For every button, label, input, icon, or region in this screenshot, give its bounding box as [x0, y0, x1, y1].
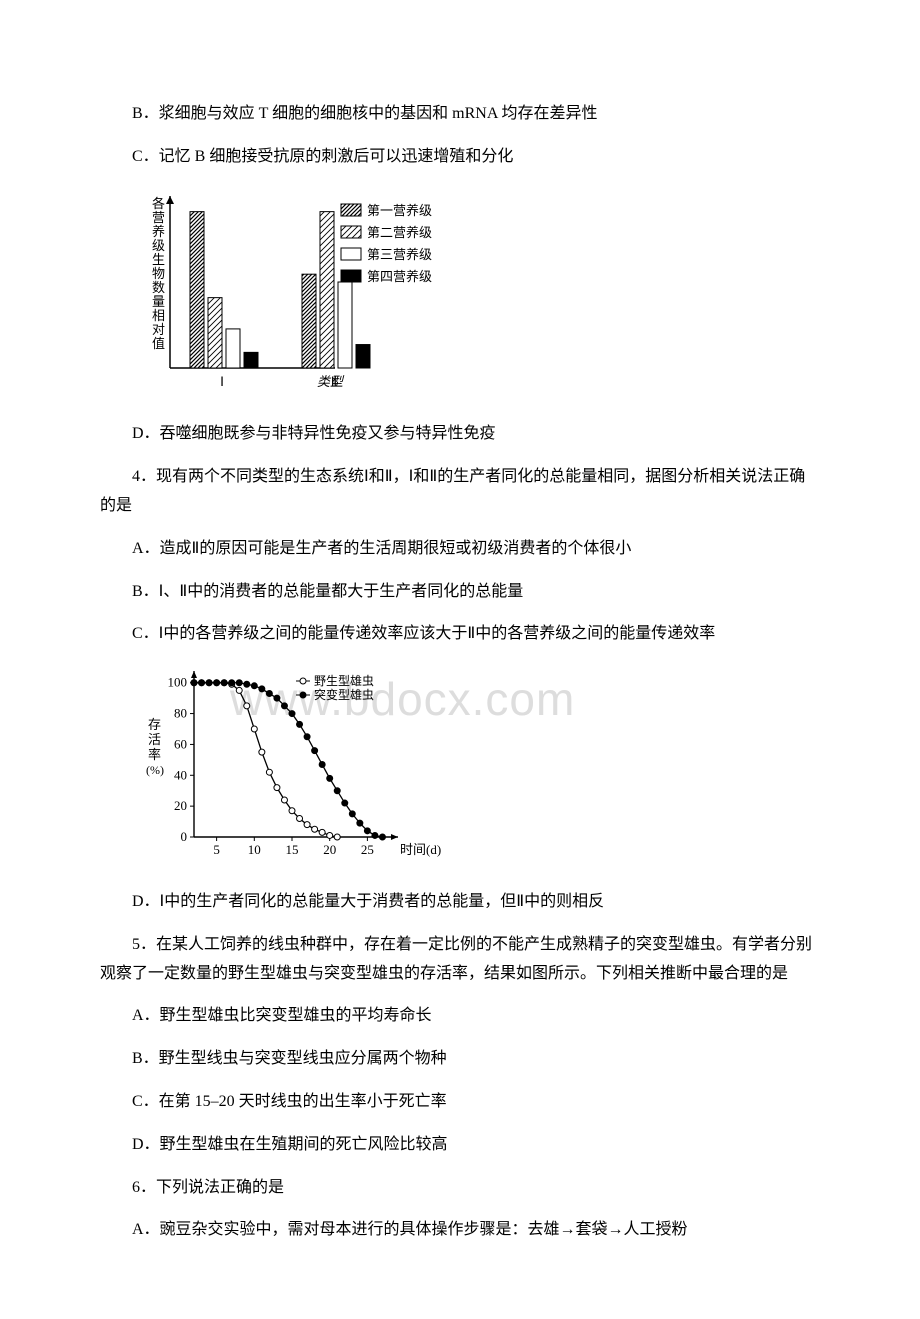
svg-text:60: 60	[174, 737, 187, 752]
q4-option-c: C．Ⅰ中的各营养级之间的能量传递效率应该大于Ⅱ中的各营养级之间的能量传递效率	[100, 620, 820, 649]
question-4: 4．现有两个不同类型的生态系统Ⅰ和Ⅱ，Ⅰ和Ⅱ的生产者同化的总能量相同，据图分析相…	[100, 463, 820, 521]
svg-text:数: 数	[152, 280, 165, 295]
svg-text:类型: 类型	[317, 374, 345, 389]
svg-text:相: 相	[152, 308, 165, 323]
bar-chart-svg: 各营养级生物数量相对值ⅠⅡ类型第一营养级第二营养级第三营养级第四营养级	[140, 186, 480, 396]
bar-chart-figure: 各营养级生物数量相对值ⅠⅡ类型第一营养级第二营养级第三营养级第四营养级	[140, 186, 820, 407]
svg-text:20: 20	[174, 798, 187, 813]
svg-text:值: 值	[152, 336, 165, 351]
svg-text:第四营养级: 第四营养级	[367, 269, 432, 284]
svg-text:0: 0	[181, 829, 188, 844]
svg-text:25: 25	[361, 842, 374, 857]
option-b: B．浆细胞与效应 T 细胞的细胞核中的基因和 mRNA 均存在差异性	[100, 100, 820, 129]
svg-text:时间(d): 时间(d)	[400, 842, 441, 857]
svg-text:生: 生	[152, 252, 165, 267]
svg-text:10: 10	[248, 842, 261, 857]
svg-text:活: 活	[148, 732, 161, 747]
q4-option-a: A．造成Ⅱ的原因可能是生产者的生活周期很短或初级消费者的个体很小	[100, 535, 820, 564]
q5-option-c: C．在第 15–20 天时线虫的出生率小于死亡率	[100, 1088, 820, 1117]
svg-text:突变型雄虫: 突变型雄虫	[314, 687, 374, 702]
svg-text:40: 40	[174, 767, 187, 782]
question-6: 6．下列说法正确的是	[100, 1174, 820, 1203]
svg-text:(%): (%)	[146, 763, 164, 777]
svg-text:第二营养级: 第二营养级	[367, 225, 432, 240]
q5-option-d: D．野生型雄虫在生殖期间的死亡风险比较高	[100, 1131, 820, 1160]
svg-text:量: 量	[152, 294, 165, 309]
svg-text:养: 养	[152, 224, 165, 239]
q6-option-a: A．豌豆杂交实验中，需对母本进行的具体操作步骤是：去雄→套袋→人工授粉	[100, 1216, 820, 1245]
svg-text:各: 各	[152, 196, 165, 211]
svg-text:存: 存	[148, 717, 161, 732]
svg-text:营: 营	[152, 210, 165, 225]
option-d: D．吞噬细胞既参与非特异性免疫又参与特异性免疫	[100, 420, 820, 449]
line-chart-svg: 0 20 40 60 80 100 5 10 15 20 25 存活率(%) 时间(d) 野生型雄虫突变型…	[140, 663, 450, 863]
q4-option-b: B．Ⅰ、Ⅱ中的消费者的总能量都大于生产者同化的总能量	[100, 578, 820, 607]
svg-text:级: 级	[152, 238, 165, 253]
svg-text:100: 100	[168, 675, 188, 690]
svg-text:物: 物	[152, 266, 165, 281]
svg-text:80: 80	[174, 706, 187, 721]
svg-text:对: 对	[152, 322, 165, 337]
svg-text:5: 5	[213, 842, 220, 857]
q4-option-d: D．Ⅰ中的生产者同化的总能量大于消费者的总能量，但Ⅱ中的则相反	[100, 888, 820, 917]
line-chart-figure: 0 20 40 60 80 100 5 10 15 20 25 存活率(%) 时间(d) 野生型雄虫突变型…	[140, 663, 820, 874]
svg-text:率: 率	[148, 747, 161, 762]
q5-option-b: B．野生型线虫与突变型线虫应分属两个物种	[100, 1045, 820, 1074]
svg-text:第一营养级: 第一营养级	[367, 203, 432, 218]
option-c: C．记忆 B 细胞接受抗原的刺激后可以迅速增殖和分化	[100, 143, 820, 172]
svg-text:野生型雄虫: 野生型雄虫	[314, 673, 374, 688]
svg-text:Ⅰ: Ⅰ	[220, 374, 224, 389]
svg-text:20: 20	[323, 842, 336, 857]
svg-text:第三营养级: 第三营养级	[367, 247, 432, 262]
question-5: 5．在某人工饲养的线虫种群中，存在着一定比例的不能产生成熟精子的突变型雄虫。有学…	[100, 931, 820, 989]
document-body: B．浆细胞与效应 T 细胞的细胞核中的基因和 mRNA 均存在差异性 C．记忆 …	[100, 100, 820, 1245]
q5-option-a: A．野生型雄虫比突变型雄虫的平均寿命长	[100, 1002, 820, 1031]
svg-text:15: 15	[286, 842, 299, 857]
